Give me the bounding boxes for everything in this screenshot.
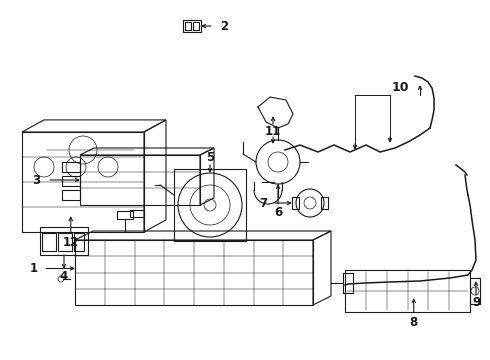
Text: 1: 1 xyxy=(30,262,38,275)
Bar xyxy=(321,197,328,209)
Bar xyxy=(345,270,470,312)
Bar xyxy=(62,162,80,172)
Text: 4: 4 xyxy=(60,270,68,284)
Bar xyxy=(130,210,144,217)
Bar xyxy=(343,273,353,293)
Bar xyxy=(74,233,84,251)
Bar xyxy=(292,197,299,209)
Text: 2: 2 xyxy=(220,19,228,32)
Bar xyxy=(40,227,88,255)
Text: 5: 5 xyxy=(206,150,214,163)
Text: 6: 6 xyxy=(274,206,282,219)
Text: 8: 8 xyxy=(410,315,418,328)
Text: 3: 3 xyxy=(32,174,40,186)
Text: 7: 7 xyxy=(259,197,267,210)
Text: 10: 10 xyxy=(392,81,410,94)
Bar xyxy=(185,22,191,30)
Bar xyxy=(193,22,199,30)
Text: 9: 9 xyxy=(472,297,480,310)
Text: 12: 12 xyxy=(63,235,79,248)
Bar xyxy=(470,278,480,303)
Bar xyxy=(62,190,80,200)
Bar xyxy=(174,169,246,241)
Text: 11: 11 xyxy=(265,125,281,138)
Bar xyxy=(42,233,56,251)
Bar xyxy=(117,211,133,219)
Bar xyxy=(58,233,72,251)
Bar xyxy=(62,176,80,186)
Bar xyxy=(183,20,201,32)
